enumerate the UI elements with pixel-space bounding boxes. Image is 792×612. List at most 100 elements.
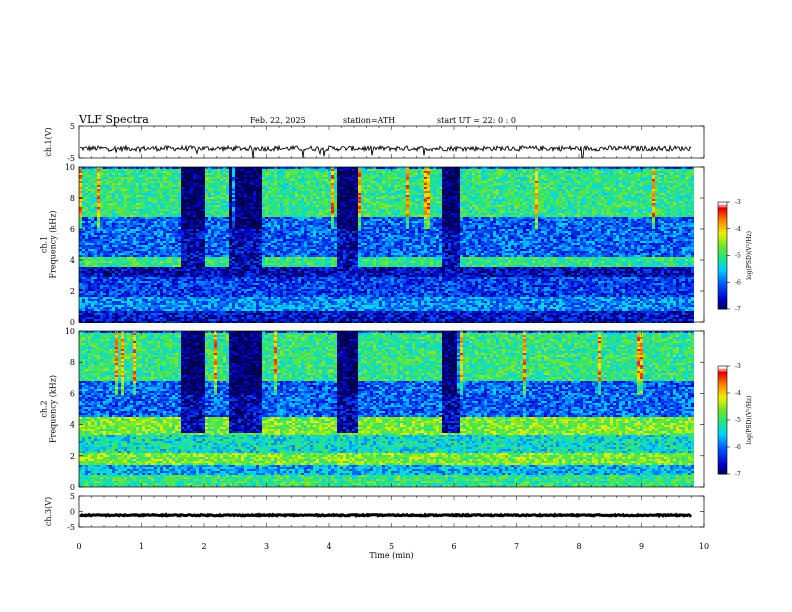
spectrogram-cell — [217, 307, 220, 309]
spectrogram-cell — [184, 173, 187, 175]
spectrogram-cell — [262, 293, 265, 295]
spectrogram-cell — [208, 295, 211, 297]
spectrogram-cell — [181, 221, 184, 223]
spectrogram-cell — [109, 255, 112, 257]
spectrogram-cell — [100, 289, 103, 291]
spectrogram-cell — [160, 311, 163, 313]
spectrogram-cell — [79, 315, 82, 317]
spectrogram-cell — [127, 301, 130, 303]
spectrogram-cell — [124, 241, 127, 243]
spectrogram-cell — [226, 185, 229, 187]
spectrogram-cell — [82, 319, 85, 321]
spectrogram-cell — [106, 181, 109, 183]
spectrogram-cell — [175, 311, 178, 313]
spectrogram-cell — [193, 289, 196, 291]
spectrogram-cell — [220, 243, 223, 245]
spectrogram-cell — [181, 169, 184, 171]
spectrogram-cell — [154, 179, 157, 181]
spectrogram-cell — [187, 215, 190, 217]
spectrogram-cell — [172, 257, 175, 259]
spectrogram-cell — [133, 237, 136, 239]
spectrogram-cell — [214, 255, 217, 257]
spectrogram-cell — [199, 197, 202, 199]
spectrogram-cell — [169, 259, 172, 261]
spectrogram-cell — [109, 221, 112, 223]
spectrogram-cell — [91, 315, 94, 317]
spectrogram-cell — [145, 317, 148, 319]
spectrogram-cell — [127, 307, 130, 309]
spectrogram-cell — [145, 259, 148, 261]
spectrogram-cell — [193, 263, 196, 265]
spectrogram-cell — [190, 287, 193, 289]
spectrogram-cell — [169, 219, 172, 221]
spectrogram-cell — [115, 301, 118, 303]
spectrogram-cell — [106, 245, 109, 247]
spectrogram-cell — [151, 295, 154, 297]
spectrogram-cell — [169, 193, 172, 195]
spectrogram-cell — [109, 223, 112, 225]
spectrogram-cell — [85, 215, 88, 217]
spectrogram-cell — [232, 251, 235, 253]
spectrogram-cell — [256, 287, 259, 289]
spectrogram-cell — [127, 205, 130, 207]
spectrogram-cell — [157, 183, 160, 185]
spectrogram-cell — [169, 267, 172, 269]
spectrogram-cell — [172, 191, 175, 193]
spectrogram-cell — [253, 227, 256, 229]
spectrogram-cell — [208, 187, 211, 189]
spectrogram-cell — [196, 249, 199, 251]
spectrogram-cell — [172, 283, 175, 285]
spectrogram-cell — [238, 295, 241, 297]
spectrogram-cell — [211, 211, 214, 213]
spectrogram-cell — [121, 169, 124, 171]
spectrogram-cell — [178, 229, 181, 231]
spectrogram-cell — [229, 297, 232, 299]
spectrogram-cell — [103, 217, 106, 219]
spectrogram-cell — [235, 227, 238, 229]
spectrogram-cell — [262, 301, 265, 303]
spectrogram-cell — [262, 317, 265, 319]
spectrogram-cell — [106, 221, 109, 223]
spectrogram-cell — [175, 301, 178, 303]
spectrogram-cell — [217, 251, 220, 253]
spectrogram-cell — [169, 211, 172, 213]
spectrogram-cell — [121, 193, 124, 195]
spectrogram-cell — [154, 177, 157, 179]
spectrogram-cell — [130, 251, 133, 253]
spectrogram-cell — [214, 297, 217, 299]
spectrogram-cell — [97, 301, 100, 303]
spectrogram-cell — [214, 201, 217, 203]
spectrogram-cell — [202, 167, 205, 169]
spectrogram-cell — [178, 255, 181, 257]
spectrogram-cell — [112, 311, 115, 313]
spectrogram-cell — [121, 203, 124, 205]
spectrogram-cell — [226, 309, 229, 311]
spectrogram-cell — [100, 297, 103, 299]
spectrogram-cell — [94, 197, 97, 199]
spectrogram-cell — [94, 219, 97, 221]
spectrogram-cell — [196, 293, 199, 295]
spectrogram-cell — [220, 223, 223, 225]
spectrogram-cell — [205, 267, 208, 269]
spectrogram-cell — [265, 205, 268, 207]
spectrogram-cell — [205, 271, 208, 273]
spectrogram-cell — [196, 311, 199, 313]
spectrogram-cell — [211, 169, 214, 171]
spectrogram-cell — [205, 269, 208, 271]
spectrogram-cell — [256, 209, 259, 211]
spectrogram-cell — [247, 199, 250, 201]
spectrogram-cell — [199, 285, 202, 287]
spectrogram-cell — [106, 205, 109, 207]
spectrogram-cell — [115, 221, 118, 223]
spectrogram-cell — [88, 251, 91, 253]
spectrogram-cell — [265, 171, 268, 173]
spectrogram-cell — [169, 169, 172, 171]
spectrogram-cell — [97, 257, 100, 259]
spectrogram-cell — [160, 191, 163, 193]
spectrogram-cell — [211, 245, 214, 247]
spectrogram-cell — [148, 225, 151, 227]
spectrogram-cell — [127, 275, 130, 277]
spectrogram-cell — [115, 235, 118, 237]
spectrogram-cell — [85, 247, 88, 249]
spectrogram-cell — [175, 263, 178, 265]
